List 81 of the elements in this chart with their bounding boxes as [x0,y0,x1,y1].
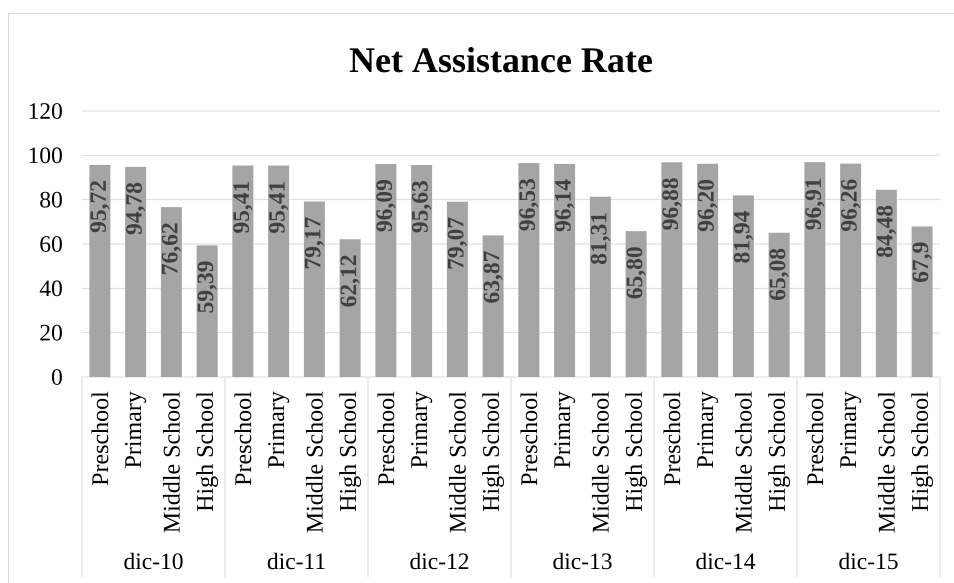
data-label: 79,07 [448,218,468,268]
bar [518,163,540,377]
data-label: 65,80 [626,247,646,298]
bar [661,162,682,377]
data-label: 84,48 [876,206,896,258]
x-tick-label: Primary [840,391,862,468]
x-tick-label: Primary [268,391,290,468]
y-tick-label: 20 [40,324,62,341]
x-tick-label: Preschool [806,392,824,486]
chart-title: Net Assistance Rate [350,47,652,72]
bar [840,164,862,377]
data-label: 63,87 [484,251,503,303]
x-tick-label: Preschool [91,392,108,486]
bar [304,202,325,377]
data-label: 76,62 [162,223,181,274]
data-label: 96,88 [662,178,682,230]
x-tick-label: Middle School [878,392,895,532]
bar [912,226,933,377]
data-label: 95,63 [412,181,432,232]
bar [232,166,254,377]
y-tick-label: 100 [30,147,62,164]
y-tick-label: 60 [40,236,62,252]
data-label: 96,53 [519,179,538,230]
y-tick-label: 120 [30,103,62,119]
data-label: 59,39 [198,261,217,312]
bar [160,207,182,377]
bar [697,164,718,377]
text: dic-14 [696,552,756,570]
text: dic-11 [268,552,325,570]
data-label: 65,08 [770,248,789,300]
bar [446,202,468,377]
bar [554,164,576,377]
x-tick-label: Preschool [234,392,252,486]
y-tick-label: 0 [52,369,62,385]
x-tick-label: High School [911,392,934,512]
x-tick-label: High School [482,392,504,512]
x-tick-label: Primary [411,391,432,468]
data-label: 96,26 [841,180,860,232]
bar [89,164,110,377]
data-label: 95,41 [233,182,252,233]
x-tick-label: Middle School [734,392,752,532]
x-tick-label: Preschool [663,392,680,486]
data-label: 96,09 [376,180,396,232]
bar [804,162,826,377]
bar [876,190,897,377]
data-label: 95,41 [269,182,288,233]
data-label: 96,20 [698,180,718,232]
data-label: 96,91 [805,178,824,230]
bar [732,195,754,377]
bar [411,165,432,377]
x-tick-label: High School [339,392,362,512]
x-tick-label: Middle School [306,392,323,532]
x-tick-label: Preschool [520,392,538,486]
text: dic-10 [124,552,183,570]
data-label: 94,78 [126,182,146,234]
x-tick-label: Primary [697,391,718,468]
data-label: 62,12 [340,256,360,307]
x-tick-label: Middle School [162,392,180,532]
data-label: 79,17 [304,217,324,268]
bar [268,166,290,377]
data-label: 81,31 [590,213,610,264]
x-tick-label: Middle School [448,392,466,532]
data-label: 95,72 [90,181,110,232]
x-tick-label: High School [196,392,218,512]
bar [375,164,396,377]
bar [125,166,146,377]
y-tick-label: 80 [40,192,62,208]
x-tick-label: High School [768,392,790,512]
bar [590,196,611,377]
data-label: 81,94 [734,211,754,263]
text: dic-13 [553,552,612,570]
x-tick-label: Preschool [377,392,394,486]
data-label: 67,9 [912,242,932,282]
x-tick-label: Middle School [592,392,609,532]
data-label: 96,14 [555,180,574,232]
x-tick-label: Primary [125,391,146,468]
y-tick-label: 40 [40,280,62,296]
x-tick-label: Primary [554,391,576,468]
text: dic-12 [410,552,468,570]
x-tick-label: High School [625,392,648,512]
text: dic-15 [839,552,898,570]
